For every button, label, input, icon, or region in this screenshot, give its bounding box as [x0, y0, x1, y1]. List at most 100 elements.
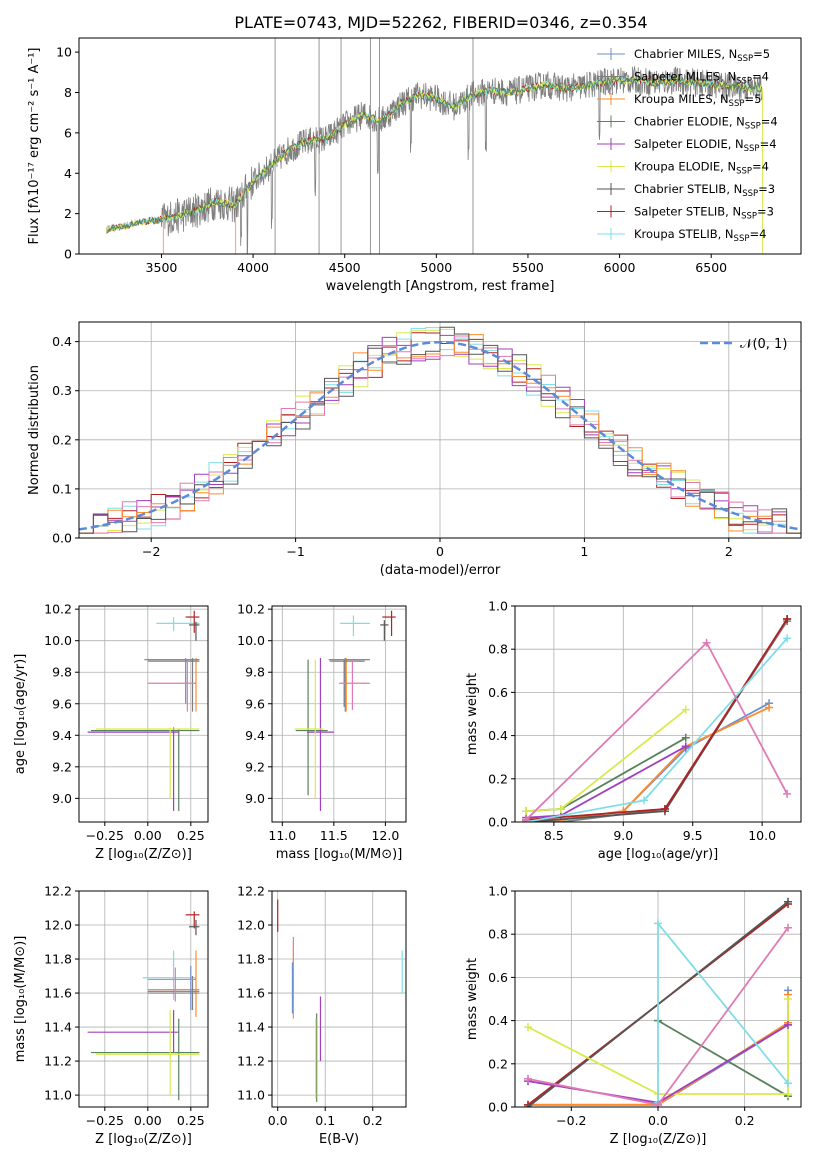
y-tick-label: 10.2	[237, 602, 265, 617]
data-point-marker	[681, 733, 690, 742]
normal-curve	[79, 340, 801, 531]
y-axis-label: mass weight	[465, 958, 480, 1040]
panel-mass-vs-EBV: 0.0 0.1 0.2 11.0 11.2 11.4 11.6 11.8 12.0 12.2 E(B…	[237, 884, 407, 1147]
y-tick-label: 11.6	[44, 986, 72, 1001]
y-tick-label: 12.2	[237, 884, 265, 899]
legend-label-main: Kroupa ELODIE, N	[634, 160, 736, 174]
panel-spectrum: 3500 4000 4500 5000 5500 6000 6500 0 2 4 6 8 10 wavel…	[27, 37, 802, 294]
y-tick-label: 2	[64, 206, 72, 221]
legend-label: Chabrier STELIB, NSSP=3	[634, 182, 775, 199]
y-tick-label: 0.8	[488, 927, 508, 942]
y-tick-label: 0.0	[52, 531, 72, 546]
legend-label-tail: =3	[758, 182, 775, 196]
x-tick-label: 0.2	[735, 1113, 755, 1128]
chart-title: PLATE=0743, MJD=52262, FIBERID=0346, z=0…	[234, 13, 647, 32]
y-tick-label: 0.0	[488, 1100, 508, 1115]
data-point-marker	[784, 923, 792, 932]
y-tick-label: 11.4	[237, 1020, 265, 1035]
plot-area-spectrum	[106, 38, 763, 254]
y-tick-label: 10.0	[237, 633, 265, 648]
y-tick-label: 9.2	[52, 759, 72, 774]
y-tick-label: 9.6	[52, 696, 72, 711]
legend-label-sub: SSP	[742, 189, 758, 199]
y-tick-label: 6	[64, 125, 72, 140]
x-tick-label: 6000	[604, 260, 636, 275]
x-tick-label: 3500	[146, 260, 178, 275]
y-tick-label: 9.8	[245, 665, 265, 680]
legend-label-sub: SSP	[745, 122, 761, 132]
legend-label-tail: =4	[760, 137, 777, 151]
series-line-chabrier-elodie	[526, 737, 687, 813]
axes-frame	[78, 37, 802, 255]
data-point-marker	[784, 897, 792, 906]
x-tick-label: −0.25	[86, 1113, 124, 1128]
legend-label-tail: =5	[744, 92, 761, 106]
y-tick-label: 9.6	[245, 696, 265, 711]
x-tick-label: 4500	[329, 260, 361, 275]
y-tick-label: 1.0	[488, 599, 508, 614]
data-point-marker	[783, 789, 792, 798]
legend-label: Salpeter MILES, NSSP=4	[634, 70, 769, 87]
x-tick-label: −0.25	[86, 828, 124, 843]
axes-frame	[514, 605, 802, 823]
data-point-marker	[522, 815, 531, 822]
x-axis-label: age [log₁₀(age/yr)]	[598, 847, 719, 862]
y-tick-label: 9.0	[245, 791, 265, 806]
model-line-chabrier-elodie	[106, 76, 763, 234]
y-tick-label: 12.0	[44, 918, 72, 933]
legend-label-tail: =5	[753, 47, 770, 61]
y-tick-label: 0.6	[488, 970, 508, 985]
x-tick-label: 0.00	[134, 828, 162, 843]
series-line-kroupa-elodie	[527, 999, 789, 1095]
plot-area-mass-weight-vs-age	[522, 614, 792, 822]
x-tick-label: 12.0	[371, 828, 399, 843]
y-tick-label: 10	[56, 45, 72, 60]
series-line-kroupa-stelib	[657, 920, 789, 1103]
data-point-marker	[524, 1103, 532, 1107]
data-point-marker	[783, 634, 792, 643]
y-tick-label: 9.8	[52, 665, 72, 680]
y-tick-label: 12.2	[44, 884, 72, 899]
legend-label-tail: =4	[752, 160, 769, 174]
panel-mass-vs-Z: −0.25 0.00 0.25 11.0 11.2 11.4 11.6 11.8 12.0 12.…	[13, 884, 209, 1147]
panel-residuals: −2 −1 0 1 2 0.0 0.1 0.2 0.3 0.4 (data-model)/error…	[27, 321, 802, 578]
x-tick-label: 10.0	[748, 828, 776, 843]
x-tick-label: 5000	[420, 260, 452, 275]
series-line-chabrier-elodie	[657, 1019, 789, 1097]
data-point-marker	[783, 614, 792, 623]
x-tick-label: 0.1	[315, 1113, 335, 1128]
plot-area-mass-vs-Z	[87, 911, 200, 1101]
axes-frame	[271, 605, 407, 823]
y-axis-label: Normed distribution	[27, 365, 42, 495]
y-axis-label: Flux [fλ10⁻¹⁷ erg cm⁻² s⁻¹ A⁻¹]	[27, 48, 42, 245]
data-point-marker	[654, 919, 662, 928]
axes-frame	[78, 605, 209, 823]
data-point-marker	[765, 703, 774, 712]
y-axis-label: age [log₁₀(age/yr)]	[13, 654, 28, 775]
x-axis-label: Z [log₁₀(Z/Z⊙)]	[610, 1132, 707, 1147]
x-tick-label: 9.0	[613, 828, 633, 843]
legend-label: Kroupa STELIB, NSSP=4	[634, 227, 766, 244]
legend-label-sub: SSP	[736, 167, 752, 177]
plot-area-residuals	[79, 326, 801, 534]
x-axis-label: Z [log₁₀(Z/Z⊙)]	[95, 1132, 192, 1147]
y-tick-label: 0.6	[488, 685, 508, 700]
data-point-marker	[784, 1090, 792, 1099]
data-point-marker	[654, 1100, 662, 1107]
legend-label: Chabrier MILES, NSSP=5	[634, 47, 770, 64]
legend-label-main: Chabrier STELIB, N	[634, 182, 742, 196]
histogram-pink	[79, 335, 801, 534]
model-line-kroupa-stelib	[106, 76, 763, 234]
x-tick-label: 8.5	[544, 828, 564, 843]
y-tick-label: 9.4	[52, 728, 72, 743]
plot-area-mass-vs-EBV	[277, 899, 403, 1102]
x-axis-label: E(B-V)	[319, 1132, 359, 1147]
y-tick-label: 0.2	[488, 1056, 508, 1071]
axes-frame	[271, 890, 407, 1108]
y-tick-label: 0.1	[52, 481, 72, 496]
y-tick-label: 9.2	[245, 759, 265, 774]
data-point-marker	[784, 1020, 792, 1029]
x-tick-label: 0.25	[177, 1113, 205, 1128]
legend-label-main: Salpeter STELIB, N	[634, 205, 741, 219]
